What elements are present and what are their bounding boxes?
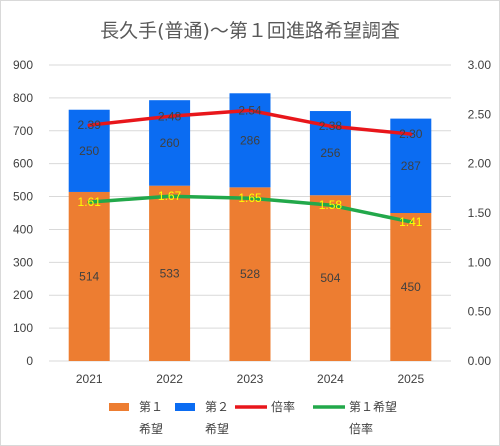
- bar: [390, 213, 432, 361]
- bar-value-label: 286: [240, 133, 260, 147]
- y-left-tick-label: 500: [13, 190, 33, 204]
- y-left-tick-label: 0: [26, 354, 33, 368]
- axes: 0 100 200 300 400 500 600 700 800 900 0.00 0.50 1.00…: [13, 58, 491, 386]
- bar: [309, 195, 351, 361]
- y-left-tick-label: 400: [13, 222, 33, 236]
- legend-swatch: [175, 403, 195, 411]
- x-tick-label: 2021: [76, 372, 103, 386]
- lines: [87, 108, 413, 224]
- y-right-tick-label: 1.50: [468, 206, 492, 220]
- series-line: [87, 194, 413, 224]
- bar-value-label: 256: [320, 146, 340, 160]
- bar: [229, 187, 271, 361]
- y-right-tick-label: 2.00: [468, 157, 492, 171]
- bar-value-label: 514: [79, 269, 99, 283]
- line-value-label: 1.58: [319, 198, 343, 212]
- legend-label-line2: 希望: [139, 421, 163, 436]
- line-value-label: 1.61: [78, 195, 102, 209]
- legend-label-line2: 倍率: [349, 421, 373, 436]
- y-right-tick-label: 3.00: [468, 58, 492, 72]
- chart-title: 長久手(普通)〜第１回進路希望調査: [100, 20, 400, 42]
- y-left-tick-label: 300: [13, 255, 33, 269]
- bar-value-label: 533: [160, 266, 180, 280]
- line-value-label: 2.30: [399, 127, 423, 141]
- y-left-tick-label: 700: [13, 124, 33, 138]
- bars: [68, 93, 432, 361]
- bar-value-label: 450: [401, 280, 421, 294]
- line-value-label: 2.39: [78, 118, 102, 132]
- bar-value-label: 260: [160, 136, 180, 150]
- bar-value-label: 250: [79, 144, 99, 158]
- legend-label: 第２: [205, 400, 229, 414]
- y-right-tick-label: 0.00: [468, 354, 492, 368]
- x-tick-label: 2024: [317, 372, 344, 386]
- y-left-tick-label: 100: [13, 321, 33, 335]
- bar: [68, 191, 110, 361]
- y-left-tick-label: 900: [13, 58, 33, 72]
- bar-value-label: 504: [320, 271, 340, 285]
- legend-label: 第１: [139, 400, 163, 414]
- line-value-label: 1.65: [238, 191, 262, 205]
- line-value-label: 1.41: [399, 215, 423, 229]
- line-value-label: 2.48: [158, 109, 182, 123]
- y-right-tick-label: 1.00: [468, 255, 492, 269]
- legend-label-line2: 希望: [205, 421, 229, 436]
- legend-label: 第１希望: [349, 399, 397, 414]
- legend-label: 倍率: [271, 399, 295, 414]
- y-left-tick-label: 200: [13, 288, 33, 302]
- bar-value-label: 528: [240, 267, 260, 281]
- line-value-label: 1.67: [158, 189, 182, 203]
- y-left-tick-label: 600: [13, 157, 33, 171]
- bar-value-label: 287: [401, 159, 421, 173]
- x-tick-label: 2023: [237, 372, 264, 386]
- y-right-tick-label: 0.50: [468, 305, 492, 319]
- x-tick-label: 2025: [397, 372, 424, 386]
- y-left-tick-label: 800: [13, 91, 33, 105]
- data-labels: 514 533 528 504 450 250 260 286 256 287 2.39 2.48 2.…: [78, 103, 423, 294]
- y-right-tick-label: 2.50: [468, 107, 492, 121]
- legend-swatch: [109, 403, 129, 411]
- line-value-label: 2.38: [319, 119, 343, 133]
- series-line: [87, 108, 413, 136]
- line-value-label: 2.54: [238, 103, 262, 117]
- x-tick-label: 2022: [156, 372, 183, 386]
- bar: [149, 185, 191, 361]
